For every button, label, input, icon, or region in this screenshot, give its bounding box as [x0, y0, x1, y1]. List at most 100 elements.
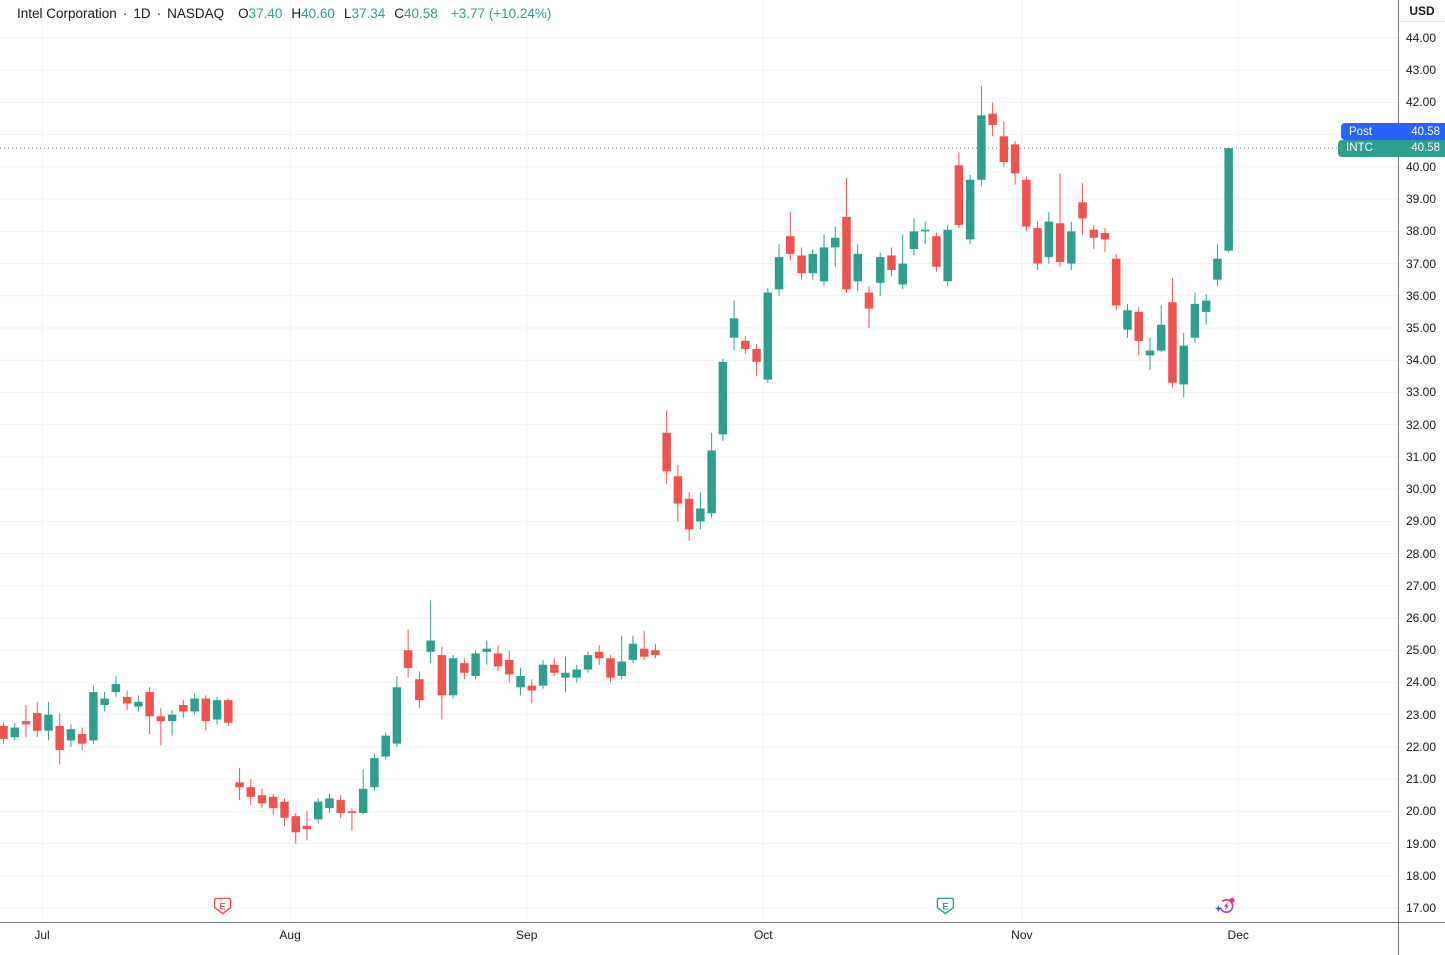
- candle: [291, 812, 300, 844]
- candle: [1145, 337, 1155, 370]
- candle-body: [617, 661, 626, 676]
- low-value: 37.34: [351, 5, 386, 21]
- news-flash-icon[interactable]: [1215, 897, 1235, 913]
- symbol-info-bar[interactable]: Intel Corporation · 1D · NASDAQ O37.40 H…: [17, 4, 551, 22]
- candle: [302, 811, 312, 841]
- price-axis-border: [1398, 0, 1399, 955]
- candle: [1112, 253, 1121, 311]
- candle: [1201, 294, 1211, 325]
- close-label: C: [394, 5, 405, 21]
- candle: [235, 767, 244, 801]
- candle: [1190, 292, 1200, 343]
- candle: [426, 600, 435, 664]
- candle-body: [190, 698, 199, 712]
- candle: [920, 221, 930, 245]
- earnings-icon[interactable]: E: [936, 897, 955, 915]
- post-market-price-label: Post 40.58: [1341, 123, 1445, 141]
- candle: [179, 700, 188, 718]
- candle: [550, 658, 559, 676]
- price-tick-label: 18.00: [1406, 868, 1437, 883]
- candle: [77, 727, 87, 751]
- candle-body: [201, 698, 211, 722]
- candle: [1213, 244, 1222, 287]
- candle-body: [280, 801, 289, 818]
- candle-body: [100, 698, 109, 705]
- candle: [505, 650, 514, 683]
- candle-body: [954, 165, 964, 225]
- candle: [145, 687, 154, 734]
- candle: [201, 695, 211, 731]
- candle-body: [516, 676, 525, 688]
- high-label: H: [291, 5, 302, 21]
- currency-label: USD: [1399, 0, 1445, 22]
- candle: [1168, 278, 1177, 388]
- candle: [156, 708, 166, 746]
- candle: [269, 793, 278, 815]
- candle: [853, 244, 862, 291]
- candle-body: [909, 231, 919, 250]
- candle-body: [257, 795, 267, 804]
- symbol-title[interactable]: Intel Corporation: [17, 5, 117, 21]
- candle: [10, 722, 19, 741]
- candle: [988, 102, 997, 137]
- candle-body: [77, 734, 87, 744]
- candle: [415, 671, 424, 709]
- candle: [707, 432, 716, 519]
- candle: [875, 252, 885, 296]
- candle-body: [718, 361, 728, 435]
- candle: [1156, 305, 1166, 353]
- price-tick-label: 32.00: [1406, 417, 1437, 432]
- candle: [1078, 183, 1087, 235]
- earnings-icon[interactable]: E: [213, 897, 232, 915]
- candle: [819, 234, 829, 287]
- candle-body: [111, 684, 121, 693]
- price-tick-label: 44.00: [1406, 31, 1437, 45]
- candle-body: [729, 318, 739, 338]
- candle-body: [145, 692, 154, 717]
- candle-body: [831, 237, 840, 248]
- candle-body: [741, 340, 750, 349]
- month-label: Nov: [1011, 928, 1033, 942]
- candle: [684, 492, 694, 541]
- candle: [1089, 224, 1099, 250]
- time-axis[interactable]: Jul Aug Sep Oct Nov Dec: [0, 923, 1445, 955]
- price-tick-label: 31.00: [1406, 449, 1437, 464]
- candle-body: [628, 643, 638, 660]
- candle-body: [179, 705, 188, 712]
- candle-body: [167, 714, 177, 722]
- candle-body: [651, 650, 660, 656]
- candle: [1033, 221, 1042, 270]
- candle: [943, 224, 952, 287]
- candle: [167, 709, 177, 736]
- candle: [246, 779, 256, 805]
- candle: [190, 693, 199, 715]
- candle: [797, 247, 806, 280]
- candle-body: [550, 664, 559, 673]
- candle-body: [426, 640, 435, 652]
- separator: ·: [122, 5, 128, 21]
- candle-body: [392, 687, 402, 744]
- candle-body: [639, 648, 649, 657]
- candle-body: [347, 811, 357, 813]
- price-tick-label: 40.00: [1406, 159, 1437, 174]
- price-tick-label: 19.00: [1406, 836, 1437, 851]
- candle-body: [1044, 221, 1054, 258]
- interval-label[interactable]: 1D: [133, 5, 151, 21]
- candle: [898, 234, 907, 290]
- candle: [482, 640, 492, 665]
- ohlc-values: O37.40 H40.60 L37.34 C40.58: [238, 6, 447, 21]
- candle-body: [1100, 232, 1110, 240]
- open-value: 37.40: [248, 5, 283, 21]
- candle: [774, 244, 784, 296]
- candle-body: [774, 257, 784, 290]
- candle: [89, 685, 98, 744]
- month-label: Aug: [279, 928, 301, 942]
- month-label: Dec: [1227, 928, 1249, 942]
- candle: [651, 643, 660, 659]
- open-label: O: [238, 5, 249, 21]
- price-tick-label: 34.00: [1406, 353, 1437, 368]
- candle: [257, 788, 267, 809]
- lightning-bolt-icon: [1223, 901, 1230, 911]
- candle: [493, 645, 503, 672]
